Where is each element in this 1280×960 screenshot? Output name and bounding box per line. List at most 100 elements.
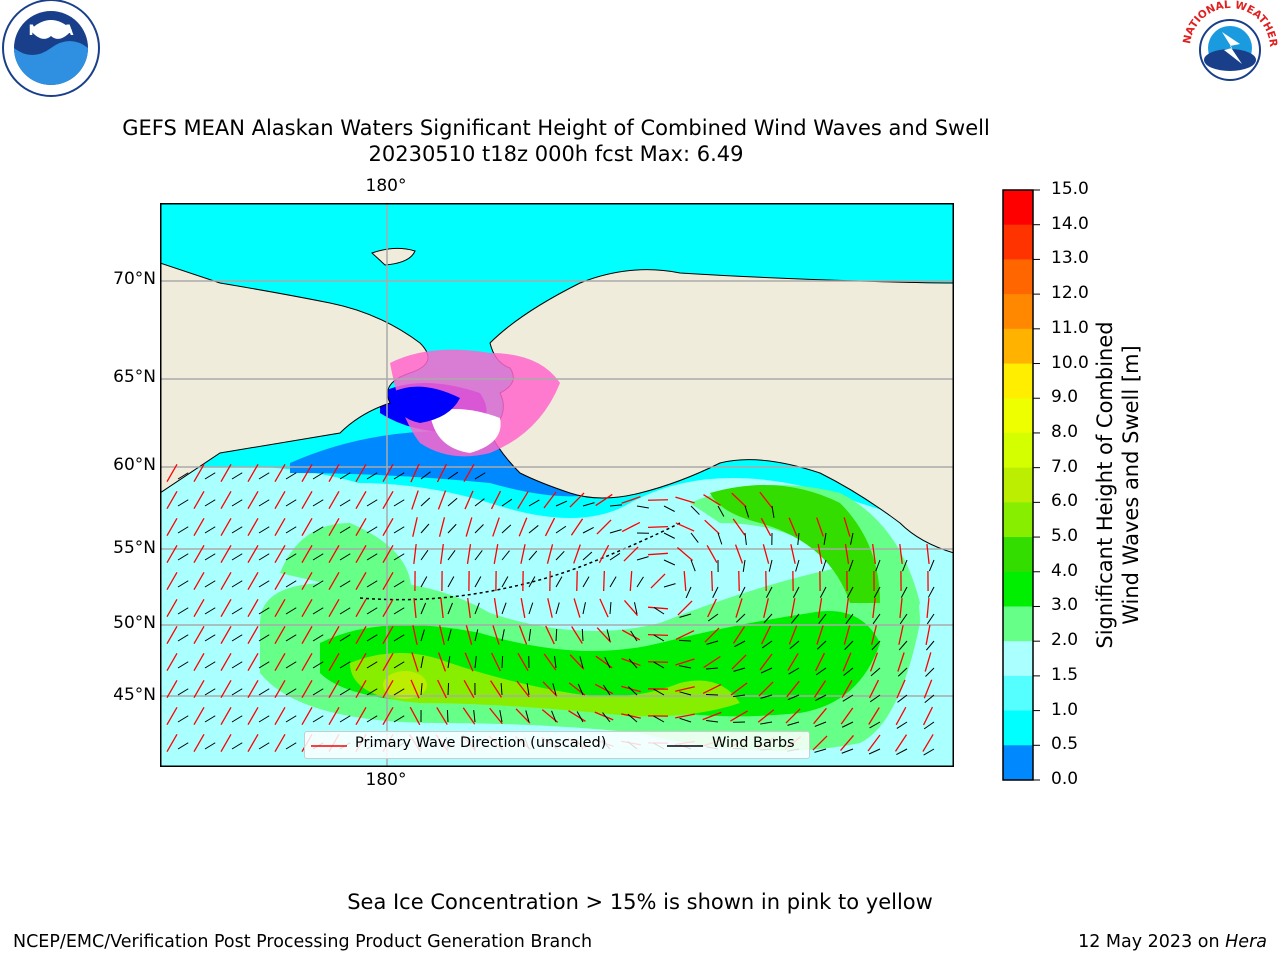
wind-barb (818, 613, 827, 624)
wave-direction-arrow (193, 464, 205, 482)
wind-barb (902, 559, 908, 572)
wind-barb (420, 497, 431, 507)
wave-direction-arrow (412, 517, 418, 537)
wave-direction-arrow (843, 517, 851, 537)
wind-barb (846, 586, 854, 598)
wave-direction-arrow (573, 544, 581, 564)
wave-direction-arrow (355, 653, 367, 671)
wind-barb (821, 559, 827, 572)
wave-direction-arrow (301, 518, 313, 536)
wind-barb (204, 607, 216, 615)
wave-direction-arrow (517, 653, 529, 671)
wave-direction-arrow (274, 491, 286, 509)
wind-barb (850, 532, 854, 545)
wind-barb (258, 634, 270, 642)
wave-direction-arrow (440, 544, 444, 564)
wind-barb (712, 586, 719, 598)
wave-direction-arrow (841, 679, 853, 699)
lat-label-65: 65°N (113, 367, 156, 387)
wave-direction-arrow (647, 633, 669, 637)
wind-barb (679, 717, 692, 723)
wind-barb (554, 656, 557, 669)
wind-barb (733, 667, 746, 672)
wave-direction-arrow (220, 572, 232, 590)
wave-direction-arrow (274, 518, 286, 536)
wave-direction-arrow (869, 652, 879, 672)
wave-direction-arrow (274, 599, 286, 617)
wind-barb (771, 505, 775, 518)
wave-direction-arrow (328, 707, 340, 725)
wave-direction-arrow (193, 653, 205, 671)
wave-direction-arrow (731, 654, 747, 670)
wave-direction-arrow (761, 625, 771, 645)
wind-barb (633, 602, 638, 615)
lat-label-50: 50°N (113, 613, 156, 633)
wind-barb (312, 715, 324, 723)
wave-direction-arrow (355, 464, 367, 482)
wind-barb (366, 472, 378, 480)
wind-barb (499, 710, 503, 723)
wave-direction-arrow (247, 572, 259, 590)
wind-barb (420, 656, 424, 669)
wind-barb (339, 715, 351, 723)
noaa-logo: NOAA (2, 0, 100, 97)
wave-direction-arrow (166, 599, 178, 617)
wave-direction-arrow (411, 490, 419, 510)
wave-direction-arrow (542, 681, 558, 697)
wave-direction-arrow (274, 572, 286, 590)
wave-direction-arrow (629, 570, 633, 592)
wind-barb (285, 553, 297, 561)
wave-direction-arrow (683, 570, 687, 592)
wave-direction-arrow (518, 517, 528, 537)
colorbar-segment (1003, 675, 1033, 712)
wave-direction-arrow (675, 522, 695, 532)
wind-barb (393, 472, 405, 480)
wind-barb (231, 607, 243, 615)
wind-barb (393, 553, 405, 561)
wind-barb (285, 499, 297, 507)
wind-barb (582, 551, 593, 561)
colorbar-tick-label: 13.0 (1051, 248, 1089, 269)
wind-barb (706, 719, 719, 723)
wind-barb (551, 710, 557, 723)
wave-direction-arrow (702, 684, 722, 694)
wind-barb (768, 559, 773, 572)
wind-barb (258, 742, 270, 750)
wind-barb (896, 721, 908, 729)
wave-direction-arrow (166, 572, 178, 590)
wave-direction-arrow (621, 629, 641, 641)
wind-barb (231, 688, 243, 696)
wind-barb (815, 694, 827, 702)
wave-direction-arrow (220, 626, 232, 644)
wave-direction-arrow (220, 599, 232, 617)
wave-direction-arrow (382, 464, 394, 482)
sea-ice-norton (390, 349, 560, 457)
footer-branch: NCEP/EMC/Verification Post Processing Pr… (13, 932, 593, 952)
wave-direction-arrow (647, 525, 669, 529)
wave-direction-arrow (220, 653, 232, 671)
colorbar-title-line1: Significant Height of Combined (1093, 321, 1117, 649)
wind-barb (928, 559, 935, 572)
wave-direction-arrow (706, 544, 718, 564)
wave-direction-arrow (328, 464, 340, 482)
wind-barb (707, 613, 719, 622)
wave-direction-arrow (382, 680, 394, 698)
wind-barb (501, 655, 504, 669)
colorbar-segment (1003, 432, 1033, 469)
wave-direction-arrow (382, 491, 394, 509)
wave-direction-arrow (301, 464, 313, 482)
wind-barb (393, 580, 405, 588)
wind-barb (927, 586, 935, 598)
map-frame (160, 203, 954, 767)
wind-barb (231, 715, 243, 723)
wind-barb (420, 602, 427, 615)
wave-direction-arrow (166, 653, 178, 671)
wind-barb (177, 580, 189, 588)
wind-barb (735, 613, 746, 623)
wind-barb (447, 550, 456, 561)
legend-wind-barbs: Wind Barbs (712, 735, 795, 751)
wave-direction-arrow (193, 545, 205, 563)
wind-barb (474, 472, 486, 480)
wave-direction-arrow (570, 518, 584, 536)
wind-barb (339, 580, 351, 588)
